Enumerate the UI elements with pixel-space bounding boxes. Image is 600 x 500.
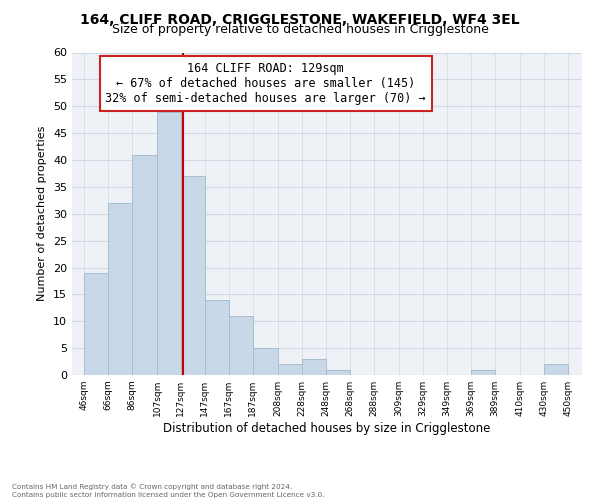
Bar [326,370,350,375]
Bar [544,364,568,375]
Bar [157,112,181,375]
Bar [278,364,302,375]
Y-axis label: Number of detached properties: Number of detached properties [37,126,47,302]
X-axis label: Distribution of detached houses by size in Crigglestone: Distribution of detached houses by size … [163,422,491,435]
Bar [229,316,253,375]
Text: 164 CLIFF ROAD: 129sqm
← 67% of detached houses are smaller (145)
32% of semi-de: 164 CLIFF ROAD: 129sqm ← 67% of detached… [106,62,426,105]
Bar [84,273,108,375]
Bar [205,300,229,375]
Bar [302,359,326,375]
Text: Size of property relative to detached houses in Crigglestone: Size of property relative to detached ho… [112,22,488,36]
Text: 164, CLIFF ROAD, CRIGGLESTONE, WAKEFIELD, WF4 3EL: 164, CLIFF ROAD, CRIGGLESTONE, WAKEFIELD… [80,12,520,26]
Bar [181,176,205,375]
Bar [470,370,494,375]
Text: Contains HM Land Registry data © Crown copyright and database right 2024.
Contai: Contains HM Land Registry data © Crown c… [12,484,325,498]
Bar [253,348,278,375]
Bar [132,154,157,375]
Bar [108,203,132,375]
